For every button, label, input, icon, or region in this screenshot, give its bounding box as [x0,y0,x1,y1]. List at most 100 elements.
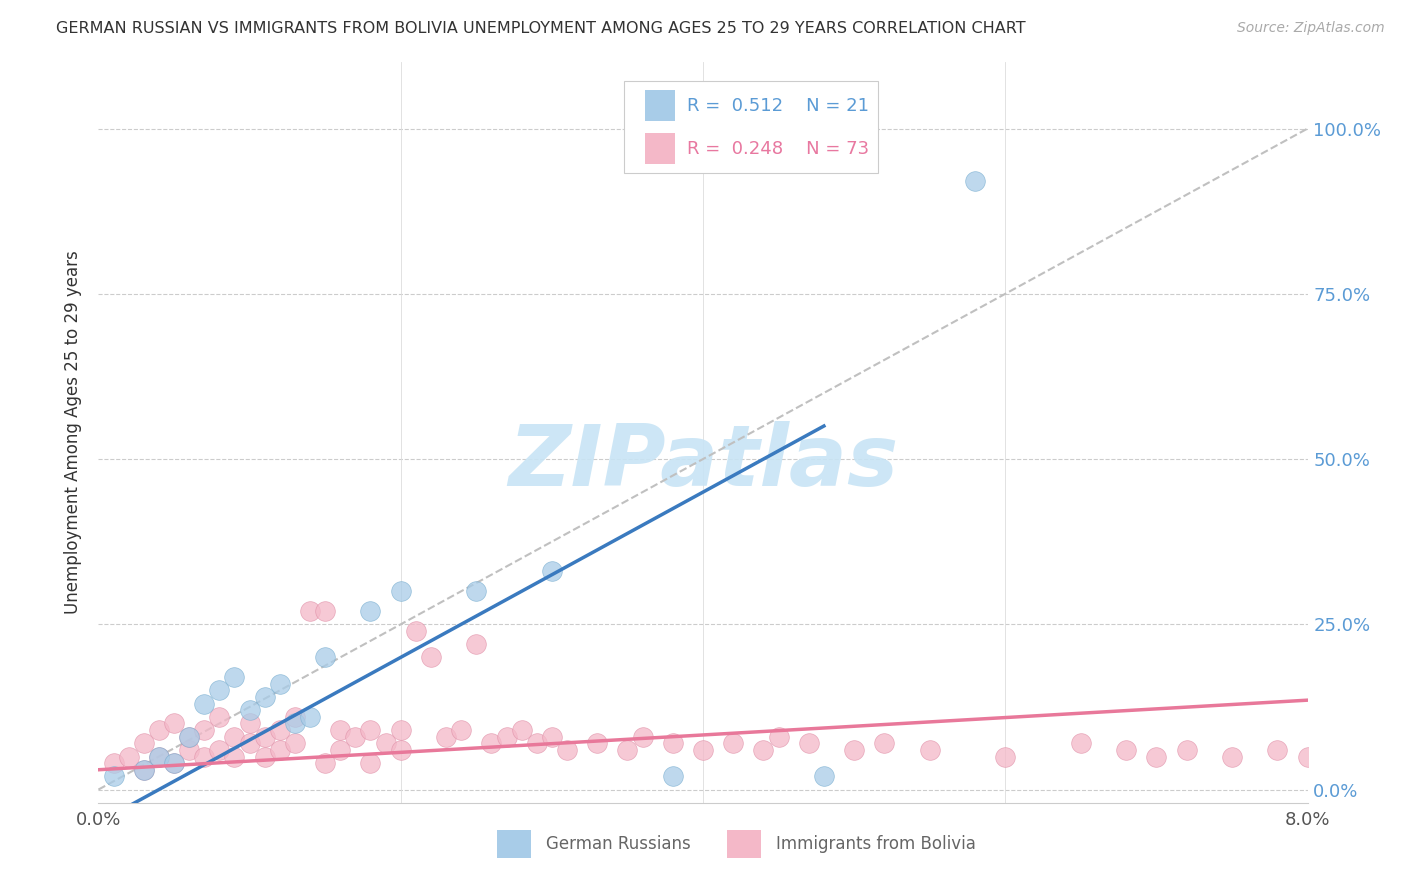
Point [1146,749,1168,764]
Point [269,743,291,757]
Point [193,697,215,711]
Point [179,730,201,744]
Point [329,743,352,757]
Point [752,743,775,757]
Point [374,736,396,750]
Point [1327,756,1350,771]
Point [148,749,170,764]
Text: ZIPatlas: ZIPatlas [508,421,898,504]
Point [208,710,231,724]
Point [224,730,246,744]
Point [329,723,352,737]
Point [299,710,322,724]
Point [253,749,276,764]
FancyBboxPatch shape [624,81,879,173]
Point [253,690,276,704]
Point [434,730,457,744]
Point [723,736,745,750]
Point [163,756,186,771]
Point [269,723,291,737]
Point [768,730,790,744]
Point [284,736,307,750]
Point [389,723,412,737]
Point [148,723,170,737]
Point [389,743,412,757]
Point [465,637,488,651]
Point [269,677,291,691]
Point [344,730,367,744]
Point [540,565,562,579]
Point [1220,749,1243,764]
Point [1372,749,1395,764]
FancyBboxPatch shape [645,90,675,121]
Point [163,756,186,771]
Point [616,743,638,757]
Point [179,730,201,744]
FancyBboxPatch shape [498,830,531,858]
FancyBboxPatch shape [727,830,761,858]
Point [193,723,215,737]
Point [1296,749,1319,764]
Point [540,730,562,744]
Text: German Russians: German Russians [546,835,690,854]
Point [118,749,141,764]
Point [314,650,336,665]
Point [360,723,382,737]
Text: R =  0.248    N = 73: R = 0.248 N = 73 [688,139,869,158]
Point [450,723,472,737]
Point [132,763,155,777]
Point [510,723,533,737]
Y-axis label: Unemployment Among Ages 25 to 29 years: Unemployment Among Ages 25 to 29 years [65,251,83,615]
Point [239,736,262,750]
Point [481,736,503,750]
Point [224,670,246,684]
Point [103,756,125,771]
Point [284,716,307,731]
Point [465,584,488,599]
Point [873,736,896,750]
Point [661,736,683,750]
Point [360,756,382,771]
Point [797,736,820,750]
Text: GERMAN RUSSIAN VS IMMIGRANTS FROM BOLIVIA UNEMPLOYMENT AMONG AGES 25 TO 29 YEARS: GERMAN RUSSIAN VS IMMIGRANTS FROM BOLIVI… [56,21,1026,36]
Point [389,584,412,599]
Point [586,736,609,750]
Point [314,604,336,618]
Point [360,604,382,618]
Point [1070,736,1092,750]
Point [994,749,1017,764]
Point [405,624,427,638]
Point [692,743,714,757]
Point [132,736,155,750]
Point [918,743,941,757]
Point [208,683,231,698]
Point [239,716,262,731]
Point [495,730,517,744]
Point [555,743,578,757]
Point [163,716,186,731]
Point [314,756,336,771]
Point [844,743,866,757]
Point [253,730,276,744]
Point [132,763,155,777]
Point [224,749,246,764]
Point [299,604,322,618]
Point [813,769,835,783]
Point [208,743,231,757]
Point [420,650,443,665]
Point [1175,743,1198,757]
Point [1267,743,1289,757]
Point [661,769,683,783]
Point [526,736,548,750]
Point [239,703,262,717]
Text: Source: ZipAtlas.com: Source: ZipAtlas.com [1237,21,1385,35]
Point [103,769,125,783]
Point [193,749,215,764]
FancyBboxPatch shape [645,133,675,164]
Point [1115,743,1137,757]
Point [965,174,987,188]
Text: R =  0.512    N = 21: R = 0.512 N = 21 [688,97,869,115]
Point [148,749,170,764]
Point [179,743,201,757]
Point [631,730,654,744]
